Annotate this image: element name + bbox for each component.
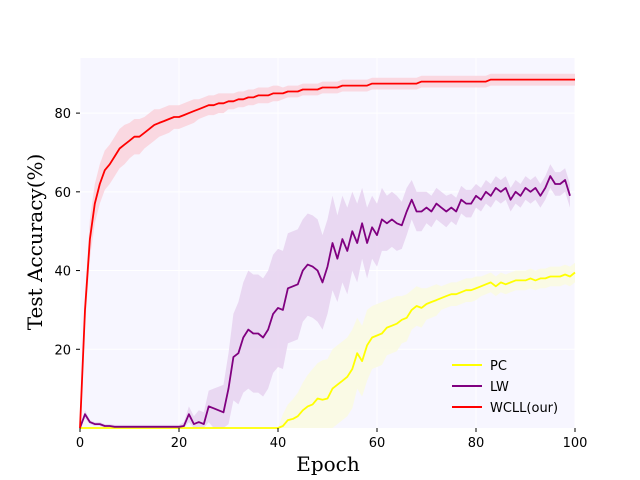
band-pc	[80, 262, 575, 428]
x-tick-label: 80	[468, 436, 485, 451]
y-tick-label: 40	[54, 265, 71, 280]
band-lw	[80, 164, 570, 429]
legend-label-pc: PC	[490, 359, 507, 374]
x-axis-ticks: 0 20 40 60 80 100	[76, 428, 588, 451]
x-tick-label: 100	[563, 436, 588, 451]
x-tick-label: 60	[369, 436, 386, 451]
legend-label-lw: LW	[490, 380, 509, 395]
legend: PC LW WCLL(our)	[452, 359, 558, 416]
y-axis-ticks: 20 40 60 80	[54, 107, 80, 358]
y-tick-label: 80	[54, 107, 71, 122]
x-tick-label: 40	[270, 436, 287, 451]
confidence-bands	[80, 73, 575, 429]
x-tick-label: 0	[76, 436, 84, 451]
series-lines	[79, 78, 576, 429]
x-axis-title: Epoch	[296, 452, 360, 476]
y-axis-title: Test Accuracy(%)	[23, 154, 47, 331]
grid-lines	[79, 58, 576, 428]
y-tick-label: 20	[54, 343, 71, 358]
line-lw	[79, 175, 571, 429]
line-pc	[80, 271, 576, 429]
legend-label-wcll: WCLL(our)	[490, 401, 558, 416]
x-tick-label: 20	[171, 436, 188, 451]
y-tick-label: 60	[54, 186, 71, 201]
line-wcll-our-	[79, 78, 575, 429]
